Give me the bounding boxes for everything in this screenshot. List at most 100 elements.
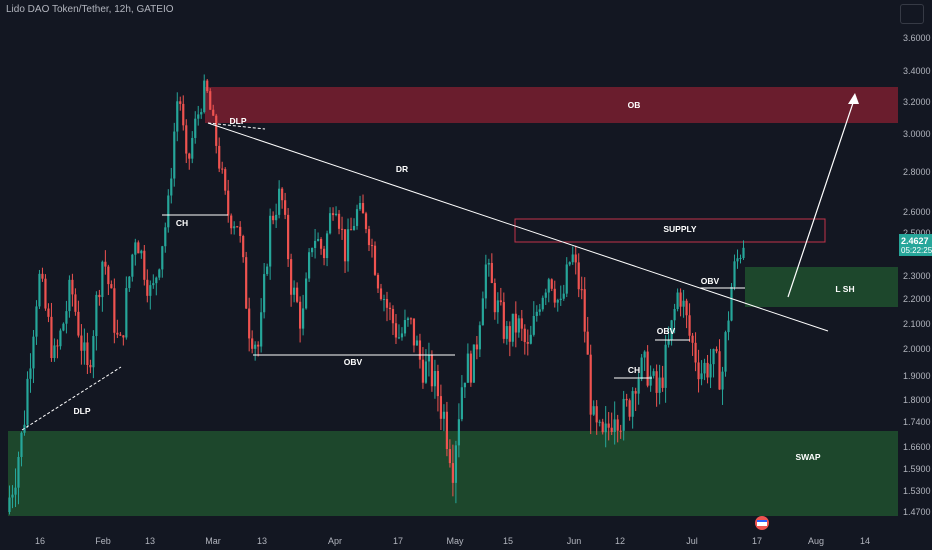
candle-body [445,411,449,450]
candle-body [62,323,65,331]
candle-body [146,279,149,296]
candle-body [200,112,203,115]
candle-body [412,318,416,346]
candle-body [20,432,23,457]
candle-body [559,298,562,300]
candle-body [391,309,395,324]
candle-body [586,331,589,355]
candle-body [592,406,595,415]
price-tick-label: 2.5000 [903,228,931,238]
candle-body [535,311,538,316]
candle-body [616,419,619,431]
candle-body [269,215,272,267]
candle-body [577,262,580,290]
candle-body [484,264,487,299]
candle-body [544,292,547,298]
candle-body [167,195,170,228]
projection-arrow-head [848,93,859,104]
candle-body [272,215,275,221]
candle-body [113,288,116,333]
price-tick-label: 1.5900 [903,464,931,474]
candle-body [152,283,155,286]
candle-body [562,293,565,299]
lsh-zone [745,267,898,307]
candle-body [143,250,146,280]
candle-body [346,229,350,262]
candle-body [251,338,254,349]
candle-body [517,318,520,333]
candle-body [676,292,679,309]
dlp-top-line [207,122,266,130]
candle-body [703,362,706,374]
candle-body [583,289,586,332]
candle-body [53,345,56,359]
candle-body [101,261,104,298]
candle-body [529,334,532,344]
time-tick-label: 13 [257,536,267,546]
candle-body [430,355,434,387]
candle-body [242,235,245,258]
candle-body [260,312,263,347]
candle-body [331,213,335,216]
candle-body [373,245,377,275]
candle-body [694,342,697,363]
price-tick-label: 2.8000 [903,167,931,177]
time-axis[interactable]: 16 Feb 13 Mar 13 Apr 17 May 15 Jun 12 Jul 17 Aug 14 [35,536,870,546]
candle-body [352,225,356,230]
annotation-label: OB [628,100,641,110]
candle-body [281,188,284,201]
candle-body [610,427,613,432]
current-price-tag: 2.4627 05:22:25 [899,234,932,256]
candle-body [601,421,604,433]
candle-body [116,332,119,335]
candle-body [382,299,386,301]
candle-body [547,279,550,293]
candle-body [571,254,574,263]
candle-body [664,344,667,388]
candle-body [406,318,410,321]
candle-body [50,316,53,359]
candle-body [203,80,206,113]
calendar-event-icon[interactable] [755,516,769,530]
candle-body [26,378,29,425]
time-tick-label: 12 [615,536,625,546]
candle-body [334,213,338,216]
candle-body [316,238,320,241]
candle-body [367,229,371,246]
candle-body [284,200,287,215]
candle-body [400,333,404,338]
price-tick-label: 2.2000 [903,294,931,304]
candle-body [92,336,95,368]
candle-body [8,497,11,512]
candle-body [176,101,179,132]
candle-body [658,377,661,393]
candle-body [29,368,32,379]
candle-body [628,400,631,417]
zones-layer [8,87,898,516]
projection-arrow-line [787,96,856,298]
settings-button[interactable] [900,4,924,24]
candle-body [38,273,41,307]
annotation-label: CH [628,365,640,375]
candle-body [227,190,230,216]
candle-body [688,315,691,336]
price-tick-label: 3.0000 [903,129,931,139]
candle-body [514,313,517,333]
time-tick-label: 16 [35,536,45,546]
dr-trendline [207,122,829,332]
symbol-title[interactable]: Lido DAO Token/Tether, 12h, GATEIO [6,4,174,15]
price-tick-label: 2.0000 [903,344,931,354]
candle-body [158,269,161,278]
candle-body [119,334,122,336]
candle-body [230,215,233,229]
candle-body [179,101,182,104]
candle-body [355,209,359,226]
price-axis[interactable]: 3.6000 3.4000 3.2000 3.0000 2.8000 2.6000 2.50… [898,0,932,532]
candle-body [505,326,508,339]
candle-body [89,365,92,368]
candle-body [502,302,505,339]
candle-body [155,277,158,284]
candle-body [128,276,131,289]
candle-body [739,257,742,259]
